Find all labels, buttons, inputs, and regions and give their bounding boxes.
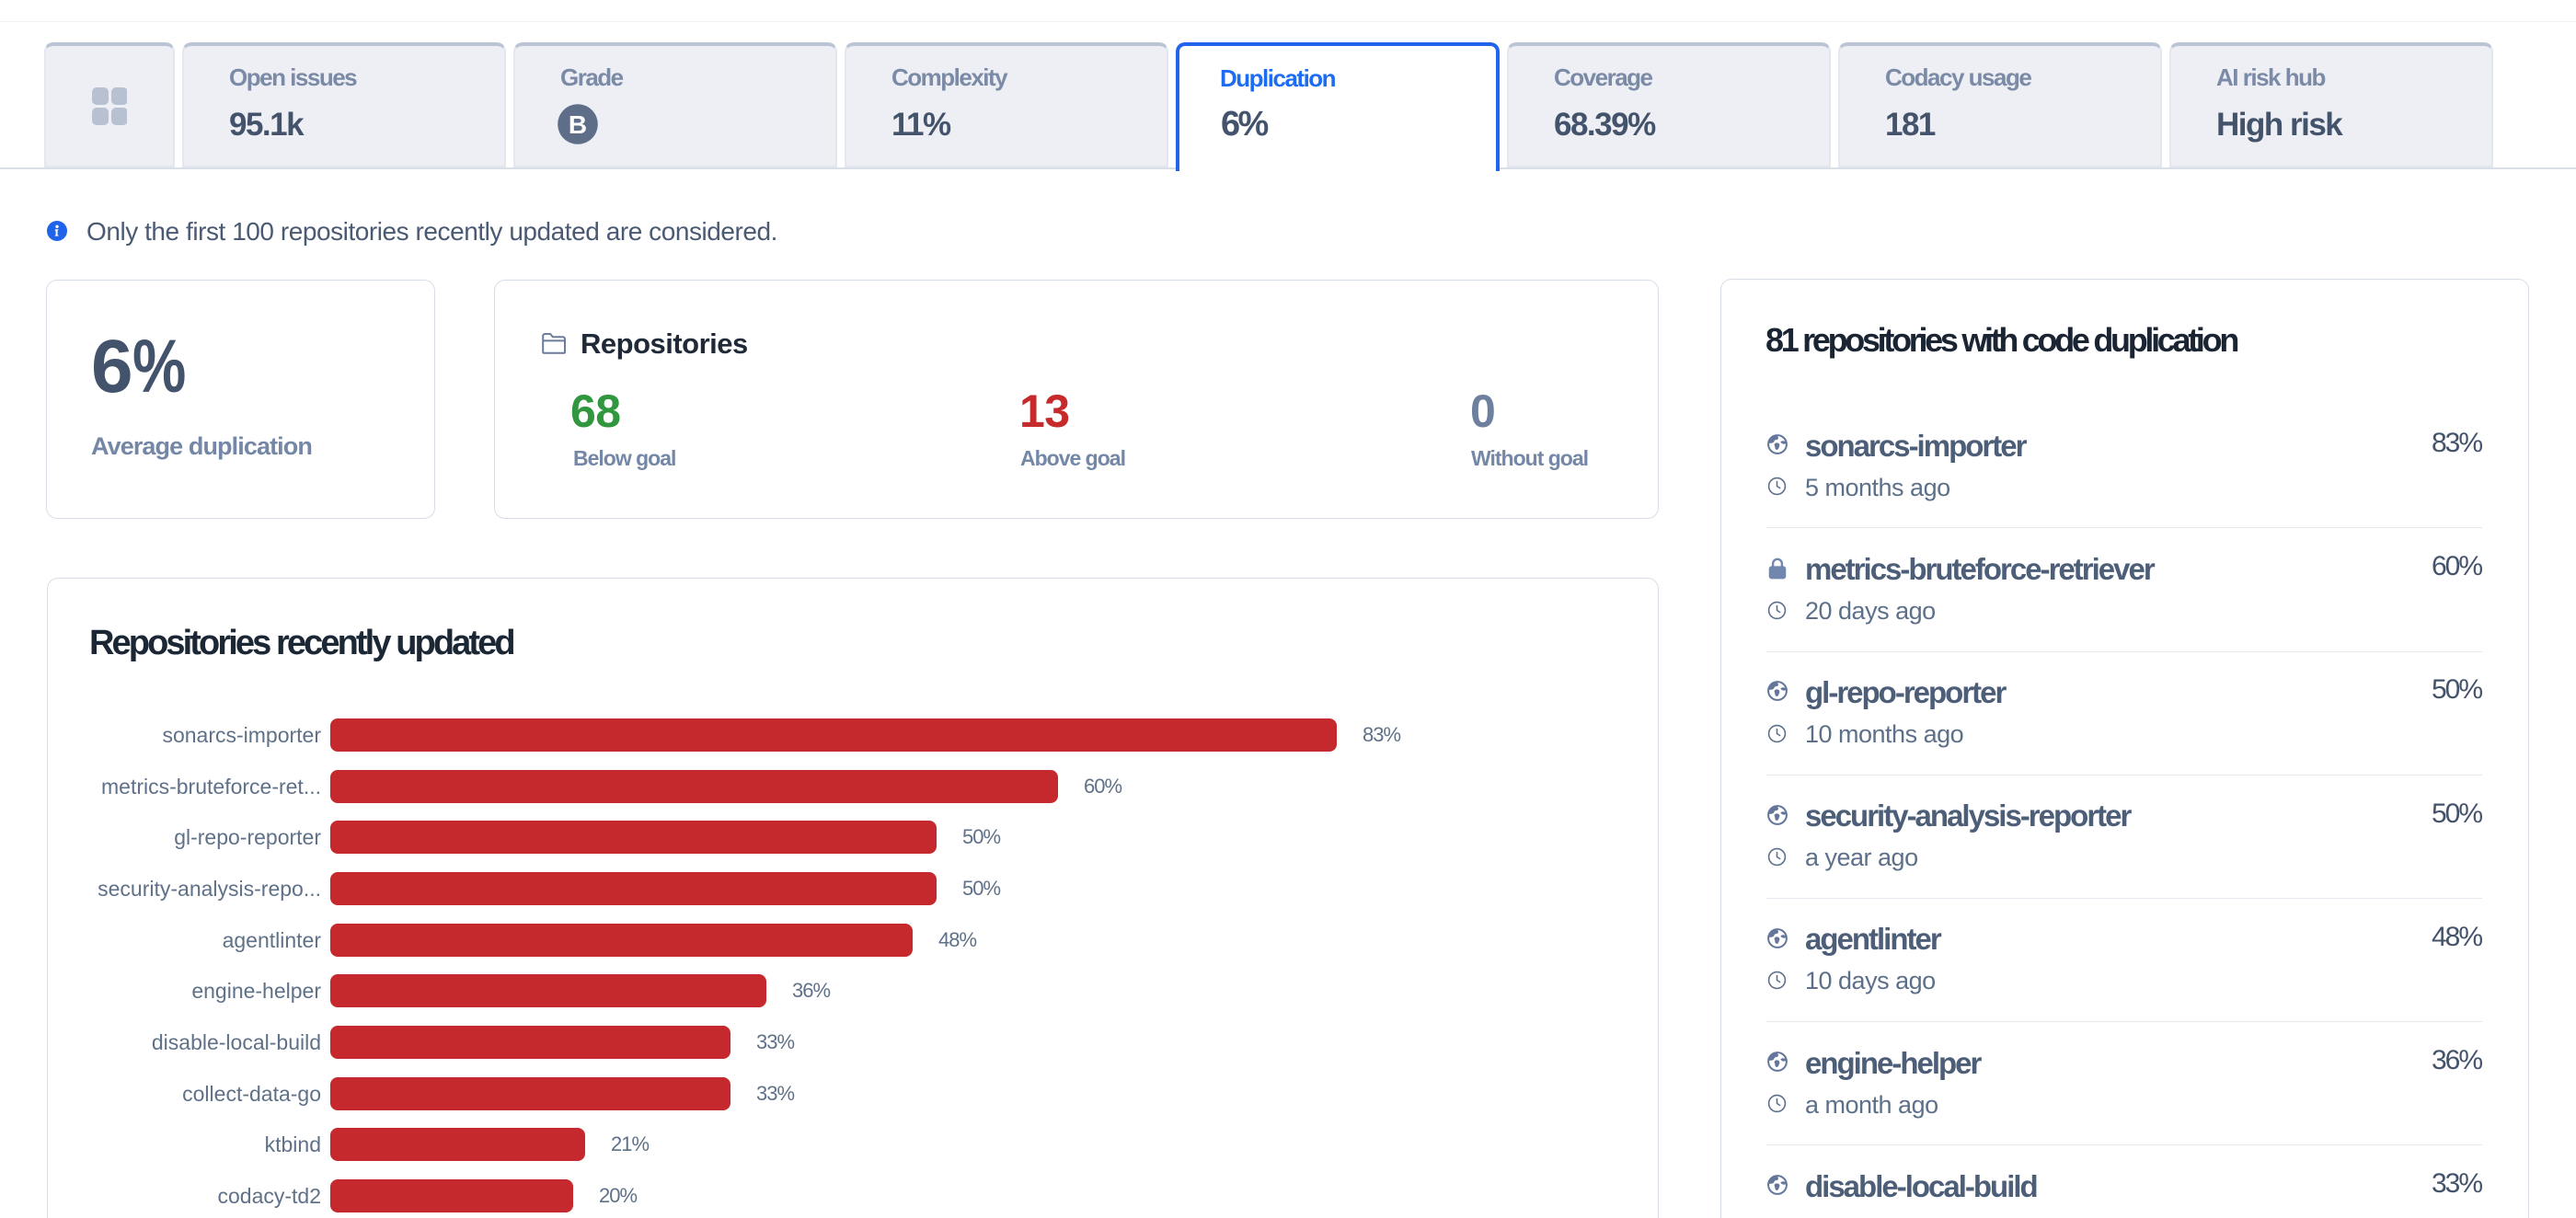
svg-text:B: B	[569, 110, 587, 139]
